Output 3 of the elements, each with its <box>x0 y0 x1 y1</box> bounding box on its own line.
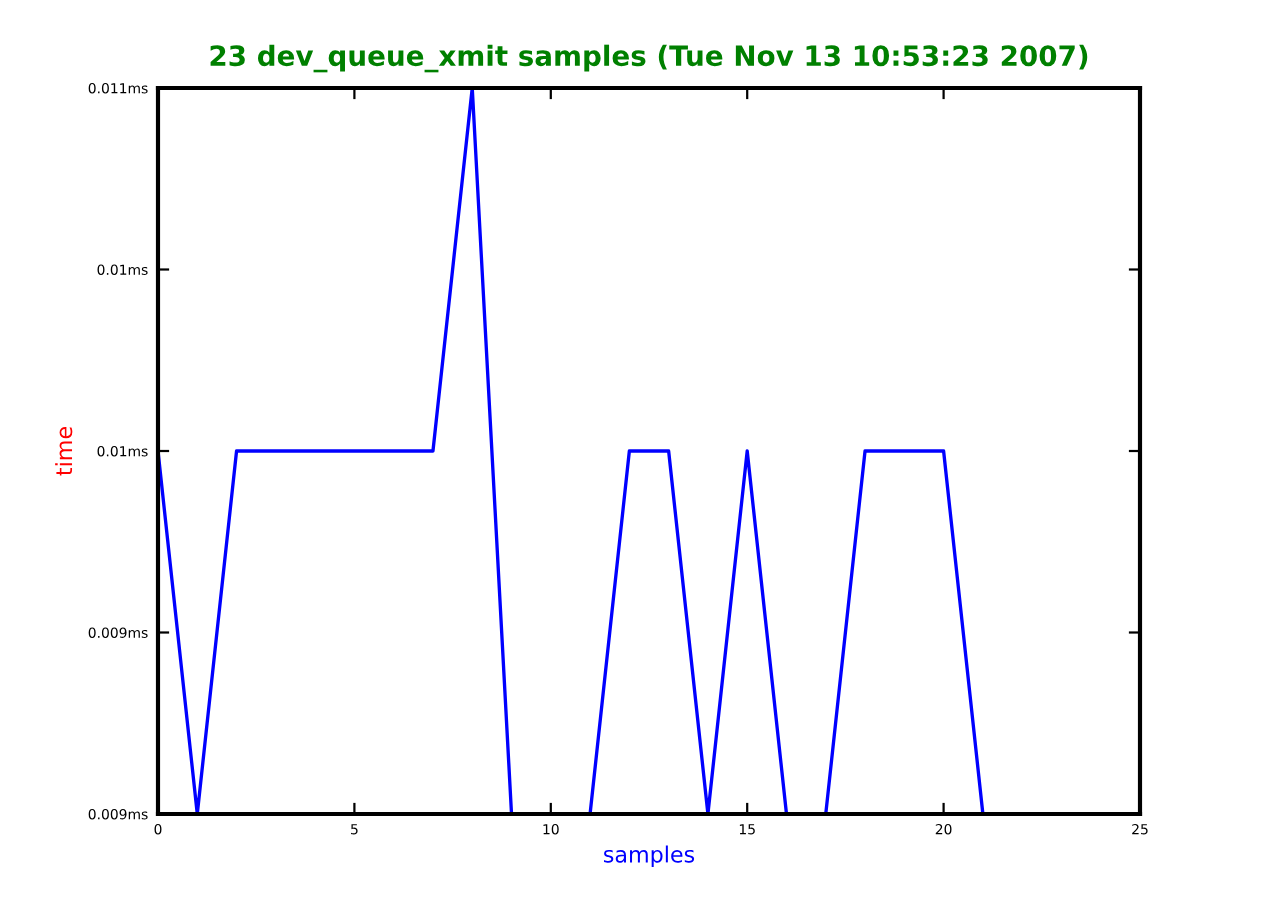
x-axis-title: samples <box>604 845 695 867</box>
chart-title: 23 dev_queue_xmit samples (Tue Nov 13 10:53:23 2007) <box>210 44 1088 73</box>
y-axis-title: time <box>55 427 73 476</box>
